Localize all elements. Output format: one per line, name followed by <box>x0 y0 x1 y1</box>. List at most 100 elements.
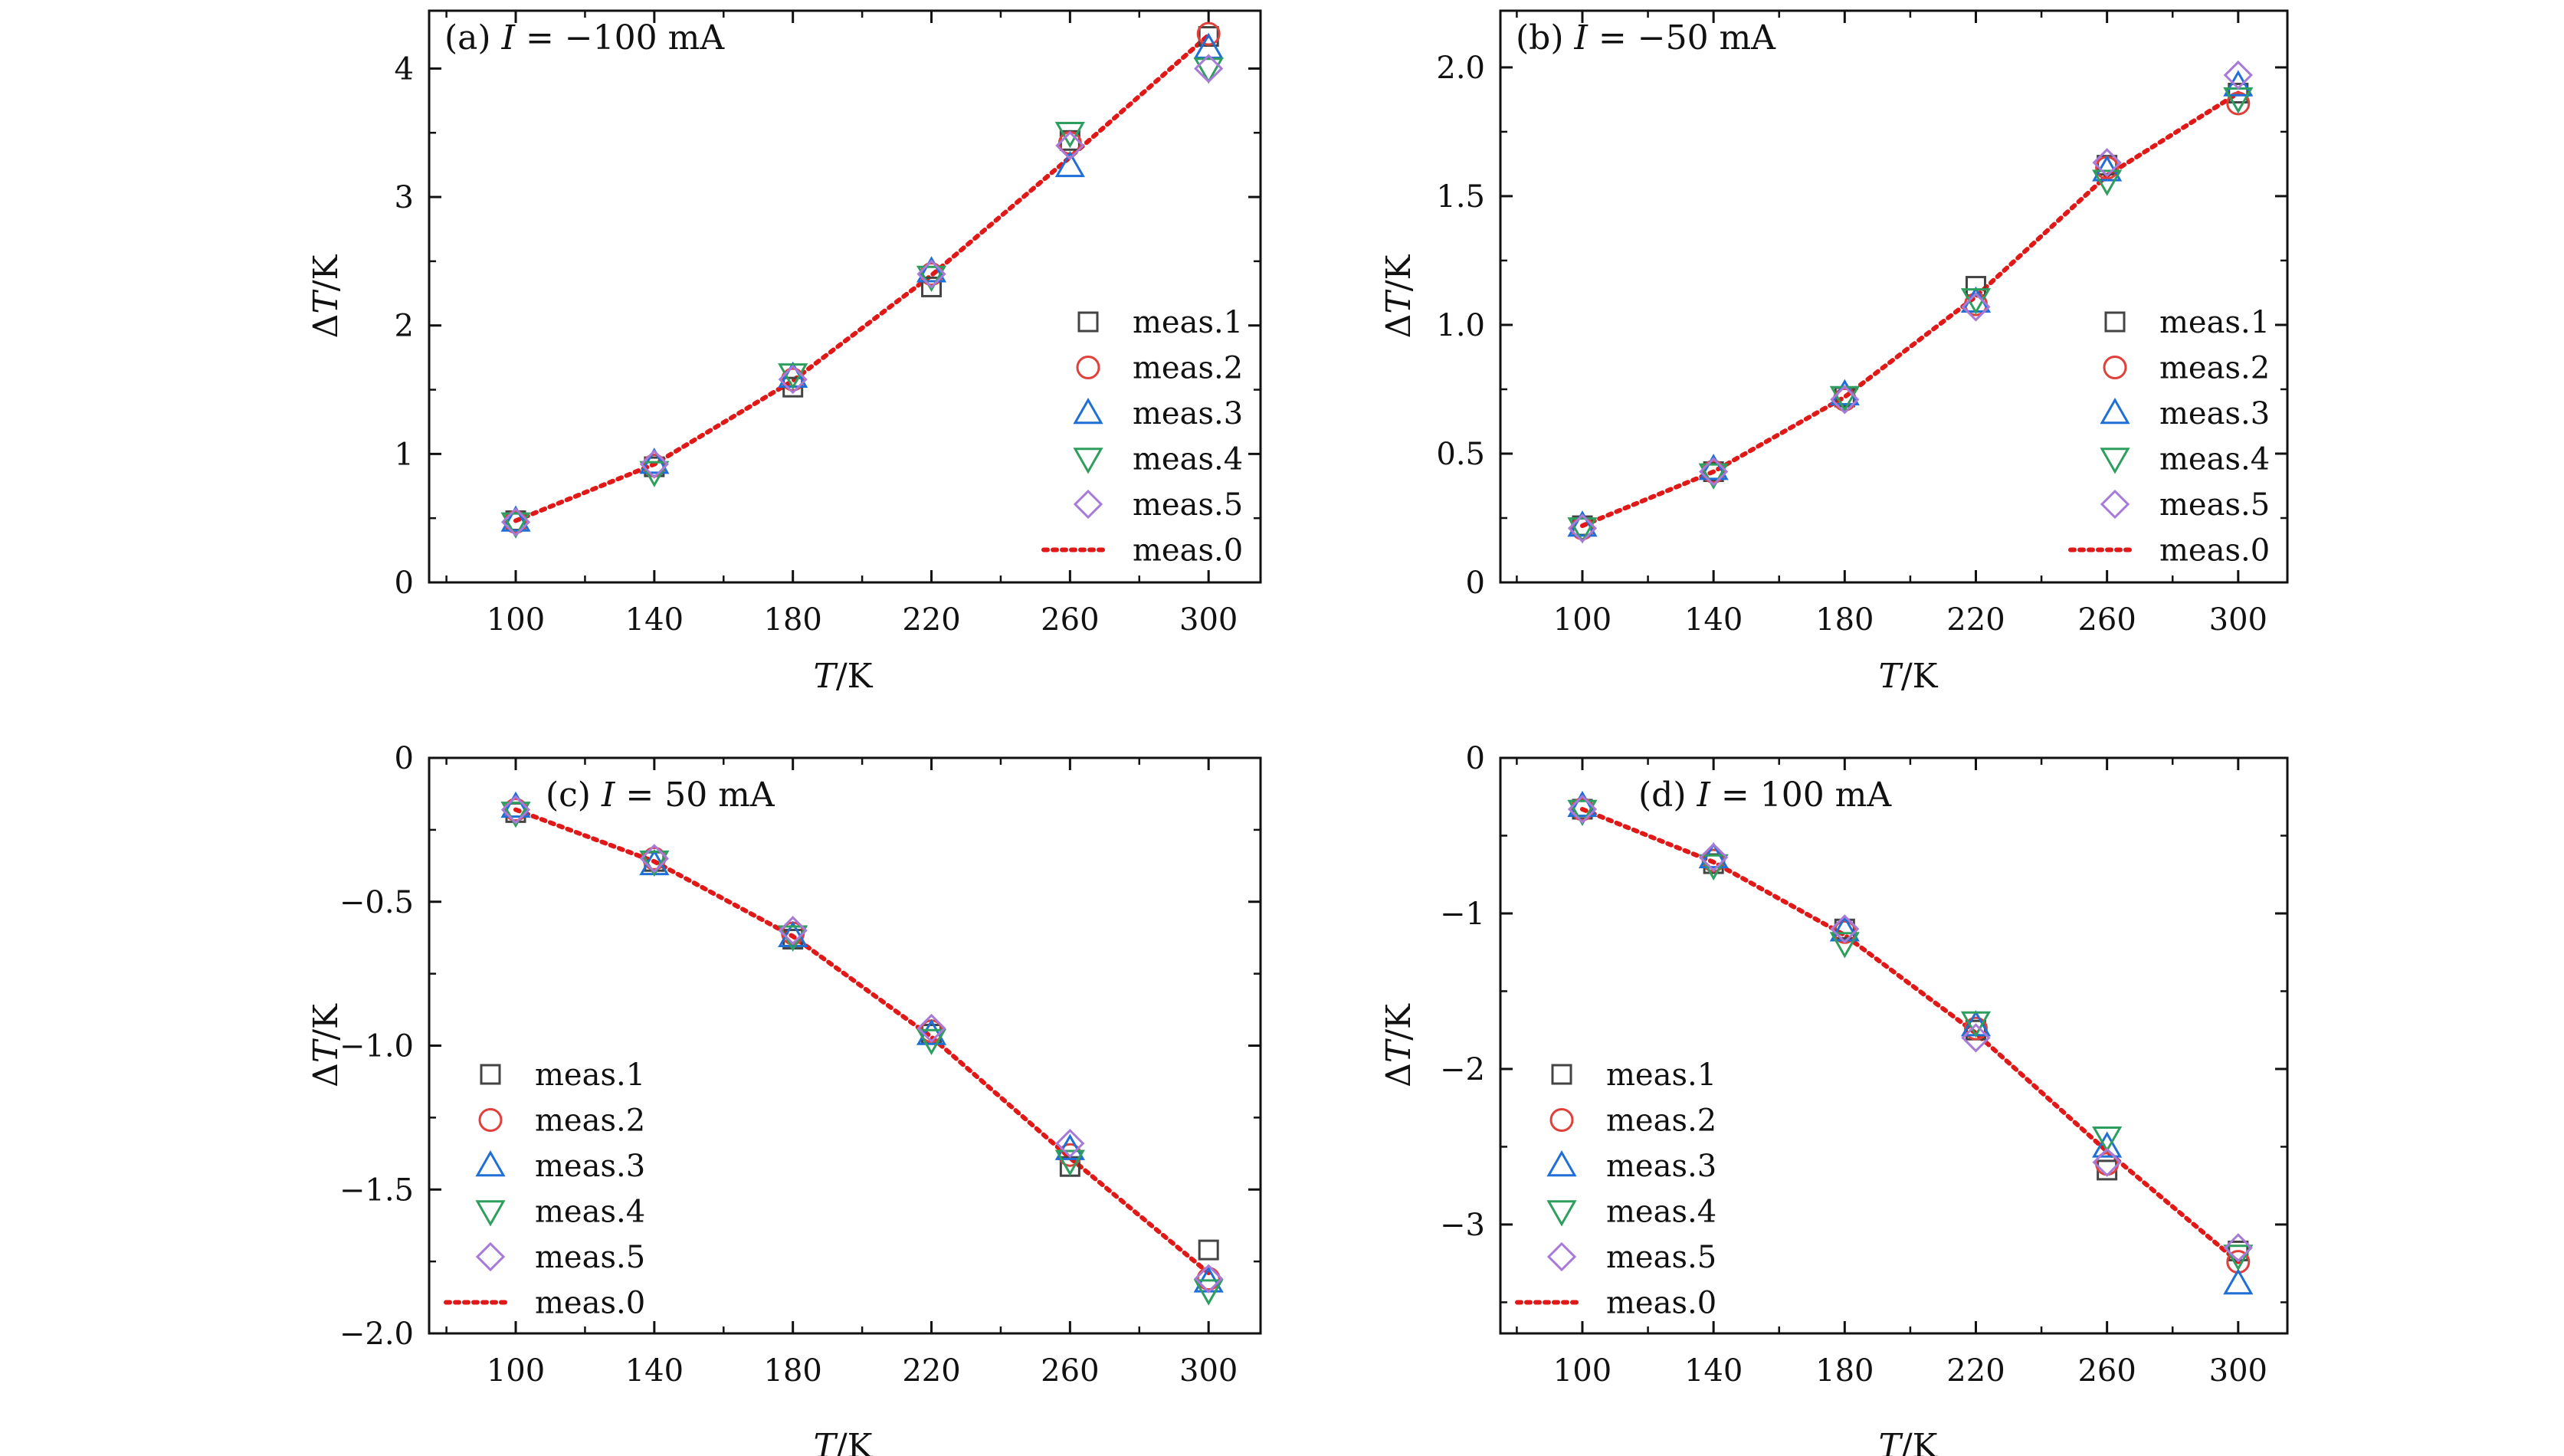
point-meas3 <box>2092 1131 2123 1158</box>
x-tick-label: 180 <box>764 1353 822 1389</box>
point-meas4 <box>1567 799 1598 827</box>
legend-marker-meas4 <box>2100 448 2130 474</box>
point-meas5 <box>1699 457 1729 487</box>
y-tick-label: 0 <box>395 741 414 776</box>
chart-panel: 100 140 180 220 260 3000−0.5−1.0−1.5−2.0T/KΔT… <box>307 741 1262 1456</box>
x-axis-title: T/K <box>813 1427 873 1456</box>
y-tick-label: 0 <box>1466 566 1485 601</box>
legend-marker-meas3 <box>2100 397 2130 425</box>
point-meas5 <box>2092 148 2122 178</box>
x-tick-label: 220 <box>902 1353 960 1389</box>
point-meas2 <box>1963 1016 1988 1041</box>
x-tick-label: 180 <box>764 602 822 638</box>
point-meas3 <box>500 791 531 818</box>
y-tick-label: −2 <box>1440 1052 1485 1087</box>
point-meas3 <box>1567 510 1598 537</box>
y-axis-title-delta: Δ <box>307 1063 346 1087</box>
point-meas5 <box>639 449 669 479</box>
legend-marker-meas3 <box>1073 397 1103 425</box>
legend-marker-meas1 <box>1551 1064 1572 1085</box>
point-meas1 <box>1198 1239 1219 1261</box>
panel-letter: (a) <box>444 18 502 57</box>
legend-label: meas.2 <box>1606 1103 1716 1139</box>
panel-letter: (d) <box>1638 776 1697 815</box>
legend-label: meas.3 <box>1133 396 1243 431</box>
point-meas3 <box>1698 454 1729 480</box>
point-meas2 <box>781 367 805 392</box>
legend-marker-meas5 <box>2100 489 2130 520</box>
point-meas4 <box>916 1028 947 1056</box>
y-axis-title-symbol: T <box>307 289 346 314</box>
point-meas5 <box>778 365 808 395</box>
y-tick-label: 1.5 <box>1436 179 1485 215</box>
point-meas3 <box>916 1018 947 1045</box>
x-tick-label: 100 <box>487 1353 545 1389</box>
point-meas4 <box>639 461 670 487</box>
current-symbol: I <box>1573 18 1589 57</box>
x-tick-label: 140 <box>625 602 684 638</box>
point-meas5 <box>1961 1023 1991 1053</box>
x-tick-label: 100 <box>487 602 545 638</box>
current-value: = 50 mA <box>615 776 775 815</box>
y-tick-label: 1 <box>395 437 414 472</box>
legend-marker-meas5 <box>1546 1241 1577 1272</box>
x-tick-label: 100 <box>1553 1353 1612 1389</box>
point-meas5 <box>1961 292 1991 322</box>
point-meas5 <box>1194 54 1224 84</box>
x-tick-label: 260 <box>1041 602 1099 638</box>
panel-label: (b) I = −50 mA <box>1516 18 1776 57</box>
current-value: = 100 mA <box>1710 776 1893 815</box>
point-meas5 <box>1194 1264 1224 1294</box>
point-meas4 <box>916 265 947 293</box>
x-tick-label: 300 <box>2209 1353 2267 1389</box>
x-tick-label: 260 <box>1041 1353 1099 1389</box>
legend-marker-meas2 <box>478 1108 503 1132</box>
legend-label: meas.0 <box>1133 533 1243 569</box>
point-meas5 <box>2223 1233 2253 1263</box>
legend-marker-meas5 <box>1073 489 1103 520</box>
y-tick-label: −2.0 <box>339 1317 414 1352</box>
y-tick-label: −1.5 <box>339 1172 414 1208</box>
point-meas4 <box>1054 1149 1085 1176</box>
legend-marker-meas4 <box>1073 448 1103 474</box>
point-meas5 <box>1055 130 1085 161</box>
point-meas3 <box>500 505 531 532</box>
legend-label: meas.3 <box>2159 396 2270 431</box>
legend-label: meas.0 <box>1606 1286 1716 1321</box>
current-symbol: I <box>601 776 616 815</box>
legend-label: meas.1 <box>2159 305 2270 340</box>
y-axis-title-unit: /K <box>1379 254 1418 291</box>
x-axis-title-unit: /K <box>836 1427 874 1456</box>
series-meas0-line <box>513 807 1212 1276</box>
point-meas3 <box>916 256 947 283</box>
point-meas2 <box>642 846 667 871</box>
point-meas1 <box>921 276 943 297</box>
current-symbol: I <box>1696 776 1711 815</box>
legend-marker-meas3 <box>1546 1149 1577 1177</box>
point-meas4 <box>2092 169 2123 196</box>
legend-marker-meas5 <box>475 1241 506 1272</box>
point-meas4 <box>1960 1011 1992 1038</box>
legend-marker-meas4 <box>1546 1200 1577 1227</box>
legend-label: meas.4 <box>1133 442 1243 477</box>
point-meas4 <box>500 512 531 539</box>
point-meas4 <box>778 363 808 390</box>
point-meas3 <box>1829 915 1860 942</box>
y-axis-title-delta: Δ <box>1379 314 1418 339</box>
x-tick-label: 220 <box>902 602 960 638</box>
point-meas4 <box>1193 1279 1224 1306</box>
point-meas5 <box>778 916 808 946</box>
point-meas4 <box>639 850 670 877</box>
y-tick-label: 0.5 <box>1436 437 1485 472</box>
y-tick-label: −3 <box>1440 1208 1485 1243</box>
legend-label: meas.2 <box>1133 351 1243 386</box>
point-meas3 <box>1567 790 1598 818</box>
legend-label: meas.0 <box>2159 533 2270 569</box>
point-meas4 <box>1054 122 1085 149</box>
legend-marker-meas1 <box>1077 311 1099 333</box>
point-meas3 <box>778 920 808 948</box>
point-meas4 <box>1193 57 1224 84</box>
point-meas5 <box>1699 842 1729 873</box>
legend-label: meas.5 <box>1606 1240 1716 1275</box>
